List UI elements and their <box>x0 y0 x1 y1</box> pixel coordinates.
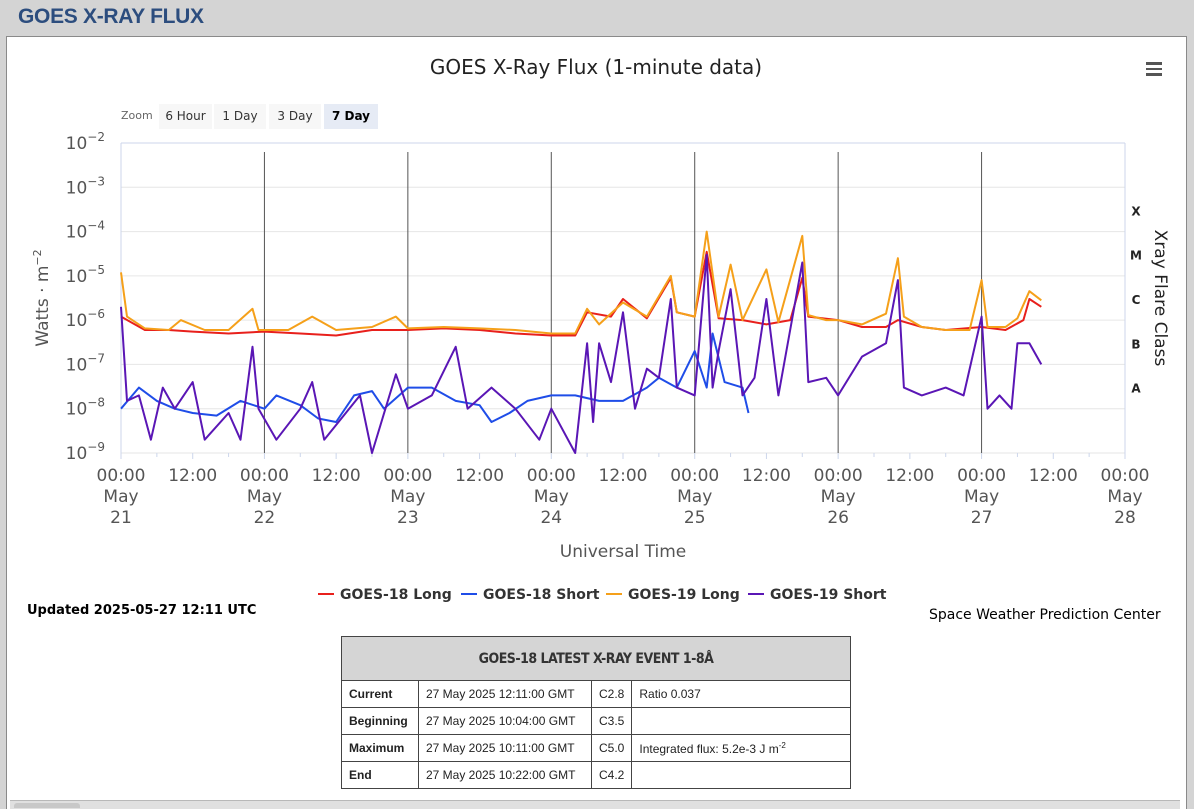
table-row: Current 27 May 2025 12:11:00 GMT C2.8 Ra… <box>341 680 851 708</box>
zoom-6-hour-button[interactable]: 6 Hour <box>159 104 212 129</box>
y-tick-label: 10−9 <box>66 440 105 464</box>
x-tick-day-label: 22 <box>254 508 276 528</box>
x-tick-month-label: May <box>103 487 138 507</box>
chart-title: GOES X-Ray Flux (1-minute data) <box>430 55 762 79</box>
table-row: Beginning 27 May 2025 10:04:00 GMT C3.5 <box>341 707 851 735</box>
event-row-label: End <box>341 761 419 789</box>
y-tick-label: 10−3 <box>66 174 105 198</box>
event-row-class: C3.5 <box>590 707 633 735</box>
legend-item-label: GOES-18 Long <box>340 587 452 603</box>
flare-class-label: B <box>1131 337 1140 351</box>
x-tick-label: 00:00 <box>670 466 719 486</box>
horizontal-scrollbar[interactable] <box>10 800 1180 809</box>
latest-event-table: GOES-18 LATEST X-RAY EVENT 1-8Å Current … <box>341 636 851 789</box>
hamburger-menu-icon[interactable] <box>1146 62 1162 76</box>
flare-class-label: C <box>1132 293 1141 307</box>
event-row-class: C4.2 <box>590 761 633 789</box>
x-tick-day-label: 28 <box>1114 508 1136 528</box>
flare-class-label: X <box>1131 204 1141 218</box>
event-row-note <box>631 761 851 789</box>
credit-text: Space Weather Prediction Center <box>929 607 1161 623</box>
x-tick-label: 12:00 <box>599 466 648 486</box>
x-tick-label: 00:00 <box>383 466 432 486</box>
x-axis-label: Universal Time <box>560 542 686 562</box>
event-row-note: Integrated flux: 5.2e-3 J m-2 <box>631 734 851 762</box>
y-tick-label: 10−2 <box>66 130 105 154</box>
x-tick-day-label: 24 <box>540 508 562 528</box>
flare-class-label: M <box>1130 249 1142 263</box>
x-tick-label: 00:00 <box>527 466 576 486</box>
x-tick-month-label: May <box>534 487 569 507</box>
zoom-7-day-button[interactable]: 7 Day <box>324 104 378 129</box>
x-tick-label: 12:00 <box>312 466 361 486</box>
legend-item-label: GOES-19 Long <box>628 587 740 603</box>
event-row-label: Current <box>341 680 419 708</box>
event-row-note <box>631 707 851 735</box>
x-tick-day-label: 21 <box>110 508 132 528</box>
y-axis-label: Watts · m−2 <box>31 249 53 346</box>
x-tick-month-label: May <box>1107 487 1142 507</box>
x-tick-label: 00:00 <box>957 466 1006 486</box>
x-tick-month-label: May <box>390 487 425 507</box>
x-tick-label: 12:00 <box>455 466 504 486</box>
integrated-flux-exponent: -2 <box>778 740 786 750</box>
y-tick-label: 10−8 <box>66 396 105 420</box>
table-row: End 27 May 2025 10:22:00 GMT C4.2 <box>341 761 851 789</box>
x-tick-month-label: May <box>247 487 282 507</box>
event-row-time: 27 May 2025 10:04:00 GMT <box>418 707 592 735</box>
x-tick-label: 12:00 <box>1029 466 1078 486</box>
x-tick-month-label: May <box>964 487 999 507</box>
x-tick-day-label: 27 <box>971 508 993 528</box>
series-line-goes-18-short <box>120 332 750 423</box>
flare-class-label: A <box>1131 382 1141 396</box>
zoom-1-day-button[interactable]: 1 Day <box>214 104 266 129</box>
x-tick-label: 00:00 <box>240 466 289 486</box>
legend-item-label: GOES-19 Short <box>770 587 887 603</box>
legend-item-label: GOES-18 Short <box>483 587 600 603</box>
page-title: GOES X-RAY FLUX <box>18 5 204 28</box>
event-row-time: 27 May 2025 10:22:00 GMT <box>418 761 592 789</box>
y-tick-label: 10−7 <box>66 351 105 375</box>
event-table-title: GOES-18 LATEST X-RAY EVENT 1-8Å <box>341 636 851 681</box>
x-tick-label: 00:00 <box>97 466 146 486</box>
event-row-time: 27 May 2025 10:11:00 GMT <box>418 734 592 762</box>
x-tick-label: 00:00 <box>814 466 863 486</box>
x-tick-label: 12:00 <box>742 466 791 486</box>
zoom-3-day-button[interactable]: 3 Day <box>269 104 321 129</box>
zoom-label: Zoom <box>121 109 153 122</box>
x-tick-day-label: 23 <box>397 508 419 528</box>
x-tick-month-label: May <box>821 487 856 507</box>
event-row-class: C2.8 <box>590 680 633 708</box>
event-row-class: C5.0 <box>590 734 633 762</box>
series-line-goes-19-short <box>120 253 1043 454</box>
x-tick-label: 00:00 <box>1101 466 1150 486</box>
table-row: Maximum 27 May 2025 10:11:00 GMT C5.0 In… <box>341 734 851 762</box>
y-tick-label: 10−6 <box>66 307 105 331</box>
x-tick-day-label: 26 <box>827 508 849 528</box>
scrollbar-thumb[interactable] <box>14 803 80 808</box>
right-axis-title: Xray Flare Class <box>1150 230 1170 367</box>
event-row-time: 27 May 2025 12:11:00 GMT <box>418 680 592 708</box>
x-tick-label: 12:00 <box>168 466 217 486</box>
updated-timestamp: Updated 2025-05-27 12:11 UTC <box>27 603 257 618</box>
event-row-label: Beginning <box>341 707 419 735</box>
series-line-goes-19-long <box>120 230 1042 335</box>
y-tick-label: 10−4 <box>66 219 105 243</box>
event-row-note: Ratio 0.037 <box>631 680 851 708</box>
y-tick-label: 10−5 <box>66 263 105 287</box>
x-tick-label: 12:00 <box>885 466 934 486</box>
x-tick-month-label: May <box>677 487 712 507</box>
event-row-label: Maximum <box>341 734 419 762</box>
x-tick-day-label: 25 <box>684 508 706 528</box>
integrated-flux-text: Integrated flux: 5.2e-3 J m <box>639 741 779 756</box>
